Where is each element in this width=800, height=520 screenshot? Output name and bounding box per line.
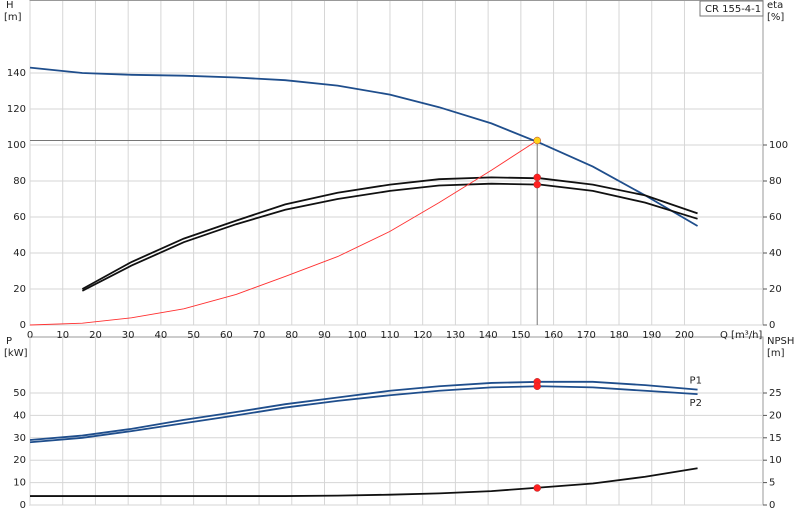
y2-tick-label: 10	[769, 455, 782, 466]
x-tick-label: 110	[380, 330, 399, 341]
y-tick-label: 40	[13, 248, 26, 259]
series-line	[29, 140, 538, 326]
point	[533, 173, 541, 182]
x-tick-label: 70	[253, 330, 266, 341]
y-tick-label: 10	[13, 478, 26, 489]
y-tick-label: 140	[7, 68, 26, 79]
x-tick-label: 170	[577, 330, 596, 341]
y2-tick-label: 5	[769, 478, 775, 489]
y-tick-label: 20	[13, 455, 26, 466]
x-tick-label: 190	[642, 330, 661, 341]
y-axis-label: H	[6, 0, 14, 11]
y-tick-label: 100	[7, 140, 26, 151]
series-label: P2	[690, 398, 702, 409]
x-tick-label: 150	[511, 330, 530, 341]
y2-tick-label: 80	[769, 176, 782, 187]
x-tick-label: 0	[27, 330, 33, 341]
y-tick-label: 30	[13, 433, 26, 444]
y2-tick-label: 15	[769, 433, 782, 444]
series-line	[81, 176, 698, 290]
x-tick-label: 60	[220, 330, 233, 341]
y-axis-unit: [m]	[4, 12, 22, 23]
x-axis-label: Q [m³/h]	[720, 330, 762, 341]
y2-tick-label: 20	[769, 410, 782, 421]
series-line	[29, 66, 699, 227]
point	[533, 136, 541, 145]
x-tick-label: 200	[675, 330, 694, 341]
y-axis-label: P	[6, 336, 12, 347]
x-tick-label: 90	[318, 330, 331, 341]
x-tick-label: 160	[544, 330, 563, 341]
x-tick-label: 80	[285, 330, 298, 341]
y2-tick-label: 20	[769, 284, 782, 295]
y2-tick-label: 100	[769, 140, 788, 151]
point	[533, 484, 541, 492]
x-tick-label: 180	[609, 330, 628, 341]
x-tick-label: 40	[155, 330, 168, 341]
legend-title: CR 155-4-1	[705, 4, 761, 15]
y-axis-unit: [kW]	[4, 348, 28, 359]
y2-axis-unit: [%]	[767, 12, 784, 23]
legend-box	[699, 0, 764, 17]
y-tick-label: 60	[13, 212, 26, 223]
series-label: P1	[690, 376, 702, 387]
x-tick-label: 100	[348, 330, 367, 341]
x-tick-label: 140	[479, 330, 498, 341]
y-tick-label: 0	[20, 500, 26, 511]
x-tick-label: 30	[122, 330, 135, 341]
y-tick-label: 50	[13, 388, 26, 399]
y-tick-label: 40	[13, 410, 26, 421]
x-tick-label: 20	[89, 330, 102, 341]
y2-axis-label: NPSH	[767, 336, 794, 347]
series-line	[29, 385, 698, 444]
y2-axis-label: eta	[767, 0, 783, 11]
y2-tick-label: 40	[769, 248, 782, 259]
point	[533, 382, 541, 391]
y-tick-label: 20	[13, 284, 26, 295]
y-tick-label: 80	[13, 176, 26, 187]
series-line	[81, 182, 698, 292]
y-tick-label: 120	[7, 104, 26, 115]
point	[533, 180, 541, 189]
y2-tick-label: 60	[769, 212, 782, 223]
y2-tick-label: 0	[769, 320, 775, 331]
series-line	[29, 380, 698, 441]
series-line	[30, 467, 698, 497]
y-tick-label: 0	[20, 320, 26, 331]
x-tick-label: 50	[187, 330, 200, 341]
x-tick-label: 120	[413, 330, 432, 341]
top-frame	[29, 0, 764, 326]
x-tick-label: 10	[56, 330, 69, 341]
bottom-frame	[29, 336, 764, 506]
y2-tick-label: 0	[769, 500, 775, 511]
x-tick-label: 130	[446, 330, 465, 341]
y2-axis-unit: [m]	[767, 348, 785, 359]
y2-tick-label: 25	[769, 388, 782, 399]
